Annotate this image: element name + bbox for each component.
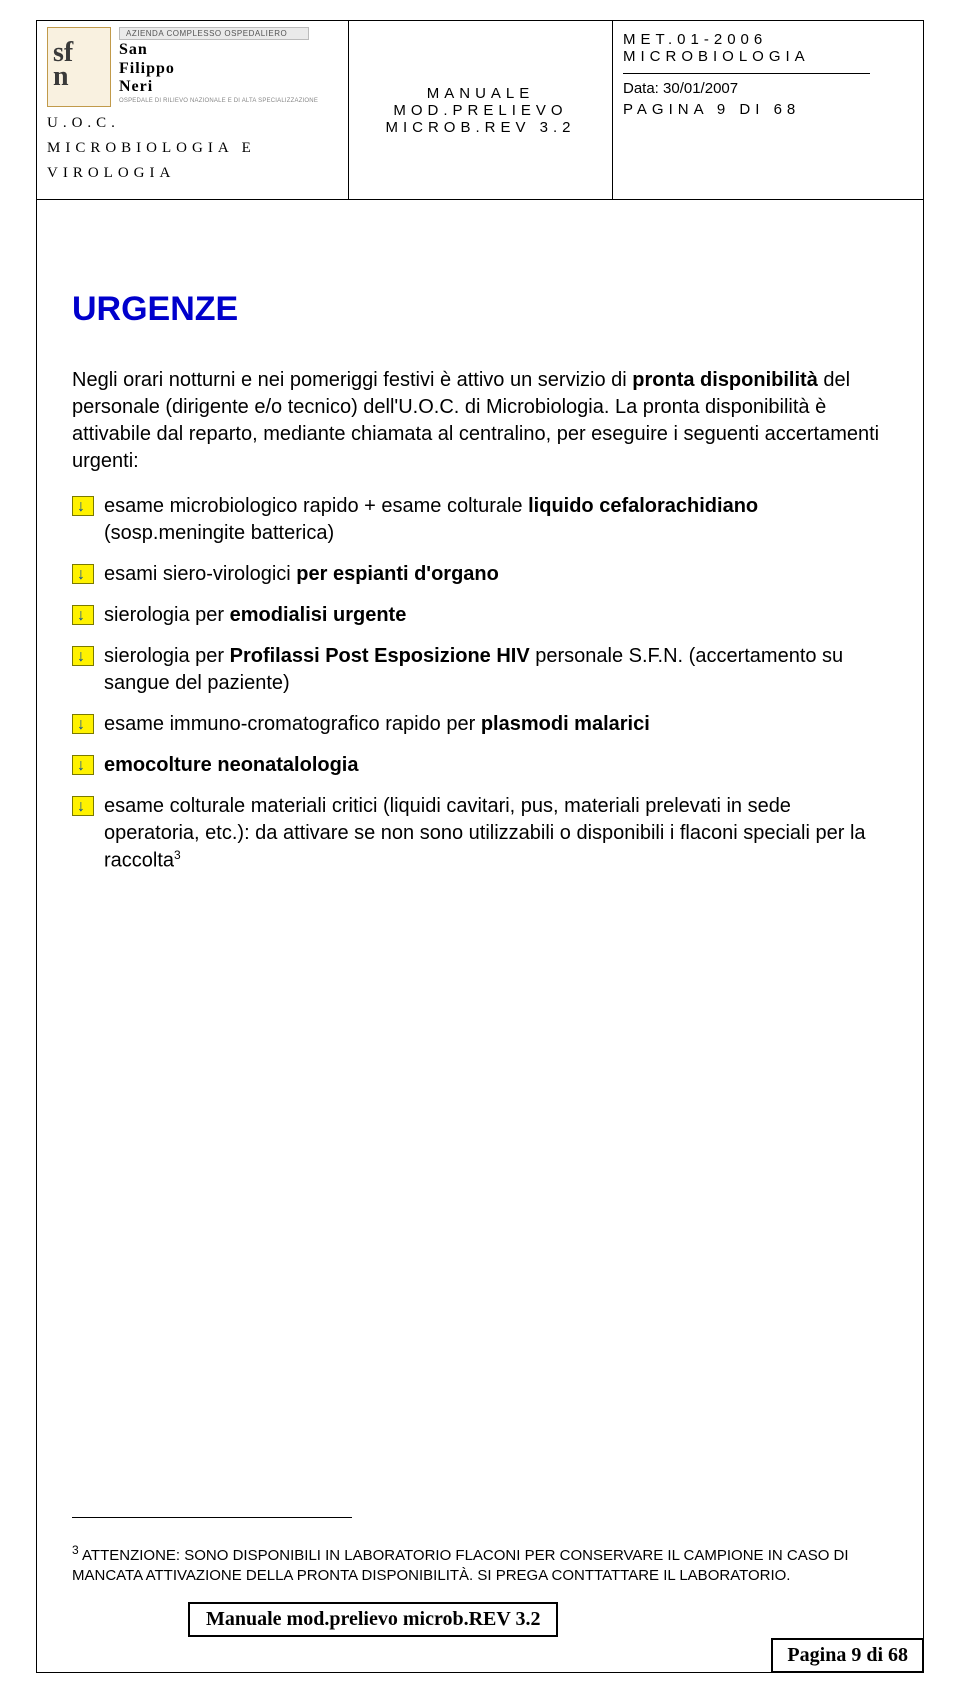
list-item: ↓ emocolture neonatalologia (72, 752, 888, 779)
manual-line-2: MOD.PRELIEVO (393, 102, 567, 119)
manual-line-1: MANUALE (427, 85, 535, 102)
uoc-line-3: VIROLOGIA (47, 165, 338, 182)
header-left-cell: sfn AZIENDA COMPLESSO OSPEDALIERO San Fi… (37, 21, 349, 199)
footnote-text: ATTENZIONE: SONO DISPONIBILI IN LABORATO… (72, 1547, 849, 1584)
item-text: esami siero-virologici per espianti d'or… (104, 561, 499, 588)
content-area: URGENZE Negli orari notturni e nei pomer… (72, 290, 888, 889)
bullet-icon: ↓ (72, 755, 94, 775)
date-line: Data: 30/01/2007 (623, 80, 913, 97)
logo-text-column: AZIENDA COMPLESSO OSPEDALIERO San Filipp… (119, 27, 318, 104)
header-table: sfn AZIENDA COMPLESSO OSPEDALIERO San Fi… (36, 20, 924, 200)
uoc-line-1: U.O.C. (47, 115, 338, 132)
met-line-2: MICROBIOLOGIA (623, 48, 913, 65)
page-title: URGENZE (72, 290, 888, 329)
intro-paragraph: Negli orari notturni e nei pomeriggi fes… (72, 367, 888, 475)
bullet-icon: ↓ (72, 714, 94, 734)
list-item: ↓ sierologia per Profilassi Post Esposiz… (72, 643, 888, 697)
item-sup: 3 (174, 848, 181, 862)
bullet-icon: ↓ (72, 796, 94, 816)
item-post: (sosp.meningite batterica) (104, 522, 334, 544)
bullet-icon: ↓ (72, 646, 94, 666)
bullet-icon: ↓ (72, 564, 94, 584)
header-divider (623, 73, 870, 74)
azienda-bar: AZIENDA COMPLESSO OSPEDALIERO (119, 27, 309, 40)
footnote-separator (72, 1517, 352, 1518)
item-text: esame microbiologico rapido + esame colt… (104, 493, 888, 547)
list-item: ↓ sierologia per emodialisi urgente (72, 602, 888, 629)
met-line-1: MET.01-2006 (623, 31, 913, 48)
item-pre: esami siero-virologici (104, 563, 296, 585)
footer-manual-box: Manuale mod.prelievo microb.REV 3.2 (188, 1602, 558, 1637)
footer-page-box: Pagina 9 di 68 (771, 1638, 924, 1673)
item-text: emocolture neonatalologia (104, 752, 358, 779)
list-item: ↓ esame microbiologico rapido + esame co… (72, 493, 888, 547)
item-text: esame colturale materiali critici (liqui… (104, 793, 888, 875)
logo-row: sfn AZIENDA COMPLESSO OSPEDALIERO San Fi… (47, 27, 338, 107)
bullet-icon: ↓ (72, 605, 94, 625)
header-center-cell: MANUALE MOD.PRELIEVO MICROB.REV 3.2 (349, 21, 613, 199)
page-line: PAGINA 9 DI 68 (623, 101, 913, 118)
brand-line-2: Filippo (119, 60, 318, 78)
item-pre: esame colturale materiali critici (liqui… (104, 795, 866, 872)
item-pre: esame microbiologico rapido + esame colt… (104, 495, 528, 517)
item-bold: liquido cefalorachidiano (528, 495, 758, 517)
item-text: sierologia per Profilassi Post Esposizio… (104, 643, 888, 697)
list-item: ↓ esame colturale materiali critici (liq… (72, 793, 888, 875)
brand-subtitle: OSPEDALE DI RILIEVO NAZIONALE E DI ALTA … (119, 98, 318, 104)
item-pre: esame immuno-cromatografico rapido per (104, 713, 481, 735)
hospital-logo: sfn (47, 27, 111, 107)
footnote: 3 ATTENZIONE: SONO DISPONIBILI IN LABORA… (72, 1543, 888, 1585)
brand-line-1: San (119, 41, 318, 59)
intro-part-1: Negli orari notturni e nei pomeriggi fes… (72, 369, 632, 391)
header-right-cell: MET.01-2006 MICROBIOLOGIA Data: 30/01/20… (613, 21, 923, 199)
brand-line-3: Neri (119, 78, 318, 96)
list-item: ↓ esame immuno-cromatografico rapido per… (72, 711, 888, 738)
item-bold: emocolture neonatalologia (104, 754, 358, 776)
footnote-sup: 3 (72, 1543, 79, 1557)
item-pre: sierologia per (104, 645, 230, 667)
item-text: sierologia per emodialisi urgente (104, 602, 406, 629)
item-bold: plasmodi malarici (481, 713, 650, 735)
item-bold: Profilassi Post Esposizione HIV (230, 645, 530, 667)
item-bold: per espianti d'organo (296, 563, 499, 585)
uoc-line-2: MICROBIOLOGIA E (47, 140, 338, 157)
item-text: esame immuno-cromatografico rapido per p… (104, 711, 650, 738)
bullet-list: ↓ esame microbiologico rapido + esame co… (72, 493, 888, 875)
bullet-icon: ↓ (72, 496, 94, 516)
item-bold: emodialisi urgente (230, 604, 407, 626)
intro-bold: pronta disponibilità (632, 369, 818, 391)
item-pre: sierologia per (104, 604, 230, 626)
logo-initials: sfn (53, 41, 73, 89)
manual-line-3: MICROB.REV 3.2 (385, 119, 575, 136)
list-item: ↓ esami siero-virologici per espianti d'… (72, 561, 888, 588)
